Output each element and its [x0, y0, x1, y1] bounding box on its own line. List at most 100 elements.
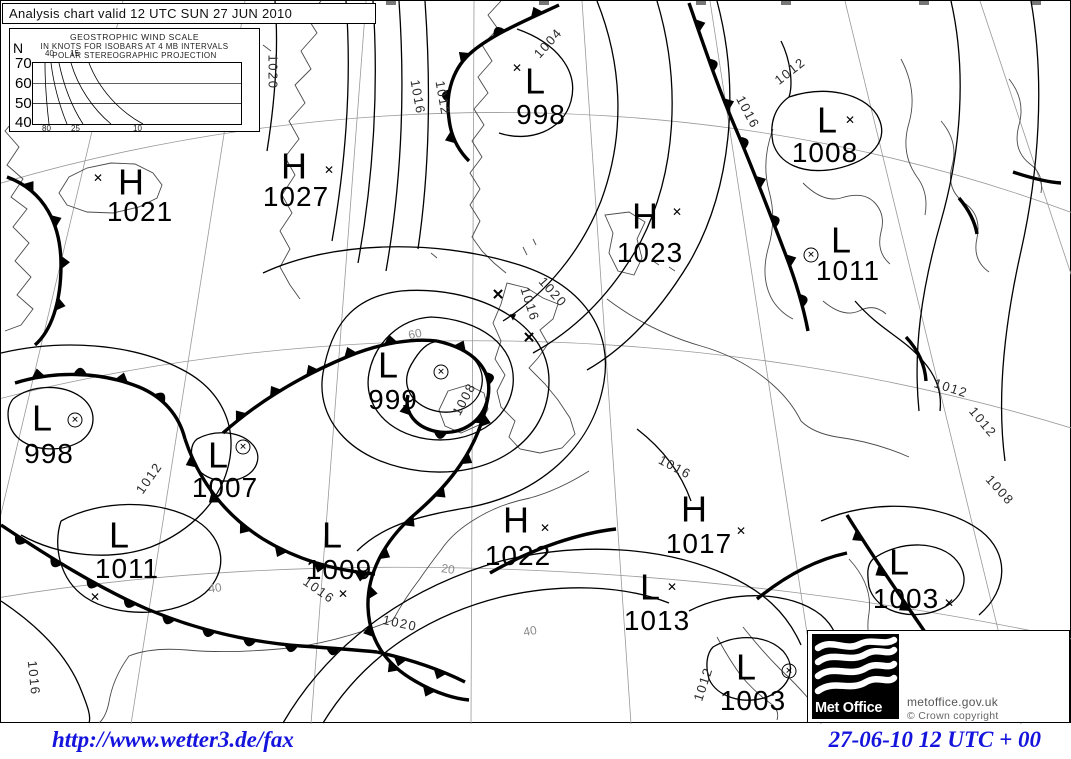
met-office-logo: Met Office — [812, 634, 899, 719]
front-occluded-right-sweep — [687, 2, 810, 332]
pressure-center-value-1011: 1011 — [815, 255, 881, 286]
latitude-tick-70: 70 — [15, 55, 32, 72]
pressure-center-letter-h1023: H — [632, 195, 658, 237]
coast-east-greenland — [279, 1, 322, 300]
pressure-center-letter-l1008: L — [816, 99, 838, 141]
chart-area: Analysis chart valid 12 UTC SUN 27 JUN 2… — [0, 0, 1071, 724]
pressure-center-letter-l1003: L — [888, 541, 910, 583]
hemisphere-label: N — [13, 40, 24, 56]
front-symbols — [441, 6, 544, 144]
front-symbols — [235, 334, 398, 423]
coast-iceland — [58, 162, 163, 214]
pressure-center-value-1017: 1017 — [665, 528, 733, 559]
pressure-center-mark: ✕ — [433, 364, 449, 380]
wind-scale-subtitle2: POLAR STEREOGRAPHIC PROJECTION — [52, 51, 217, 60]
coast-greenland — [4, 116, 34, 332]
met-office-panel: Met Office metoffice.gov.uk © Crown copy… — [807, 630, 1070, 723]
pressure-center-letter-h1017: H — [681, 488, 707, 530]
pressure-center-value-1022: 1022 — [484, 540, 552, 571]
met-office-waves-icon — [814, 636, 898, 695]
front-cold-ne-arm — [221, 338, 438, 435]
pressure-center-value-1023: 1023 — [616, 237, 684, 268]
source-url-link[interactable]: http://www.wetter3.de/fax — [52, 727, 294, 752]
front-symbols — [22, 181, 70, 311]
graticule-label-20: 20 — [440, 561, 456, 577]
front-symbols — [368, 413, 491, 600]
pressure-center-mark: ✕ — [323, 163, 335, 177]
front-symbols — [31, 367, 166, 404]
front-symbols — [694, 19, 808, 308]
met-office-logo-label: Met Office — [815, 700, 883, 716]
wind-scale-box: GEOSTROPHIC WIND SCALE IN KNOTS FOR ISOB… — [9, 28, 260, 133]
pressure-center-value-1003: 1003 — [719, 685, 787, 716]
pressure-center-letter-h1021: H — [118, 161, 144, 203]
coast-france-iberia — [98, 470, 590, 724]
front-occluded-west-low — [14, 372, 187, 440]
isobar-label-1020: 1020 — [265, 54, 281, 90]
coast-north-sea — [606, 298, 910, 458]
pressure-center-letter-l998: L — [524, 60, 546, 102]
wind-scale-subtitle1: IN KNOTS FOR ISOBARS AT 4 MB INTERVALS — [40, 42, 229, 51]
pressure-center-letter-l1013: L — [639, 566, 661, 608]
pressure-center-value-1027: 1027 — [262, 181, 330, 212]
latitude-tick-50: 50 — [15, 95, 32, 112]
pressure-center-letter-h1027: H — [281, 145, 307, 187]
latitude-tick-60: 60 — [15, 75, 32, 92]
pressure-center-value-998: 998 — [516, 99, 566, 130]
coast-italy — [716, 626, 809, 721]
met-office-url: metoffice.gov.uk — [907, 695, 999, 709]
pressure-center-mark: ✕ — [735, 524, 747, 538]
trough-line-east2 — [957, 196, 979, 235]
wind-scale-title: GEOSTROPHIC WIND SCALE — [69, 32, 200, 42]
pressure-center-mark: ✕ — [337, 587, 349, 601]
front-symbols — [393, 655, 447, 680]
trough-line-northeast — [1012, 170, 1062, 185]
pressure-center-value-1011: 1011 — [94, 553, 160, 584]
front-cold-biscay — [376, 650, 466, 684]
pressure-center-mark: ✕ — [803, 247, 819, 263]
front-layer — [1, 2, 1062, 702]
curve-label-10: 10 — [133, 124, 142, 133]
front-symbols — [185, 454, 369, 582]
wind-scale-diagram — [32, 62, 242, 125]
pressure-center-value-998: 998 — [24, 438, 74, 469]
pressure-center-letter-l998: L — [31, 397, 53, 439]
pressure-center-value-1003: 1003 — [872, 583, 940, 614]
pressure-center-letter-l1011: L — [830, 219, 852, 261]
pressure-center-letter-l1007: L — [207, 434, 229, 476]
front-warm-biscay — [1, 523, 378, 654]
frontolysis-triangle-icon: ▼ — [507, 311, 519, 324]
graticule-label-40: 40 — [522, 622, 538, 640]
pressure-center-letter-l1009: L — [321, 514, 343, 556]
pressure-center-value-1021: 1021 — [106, 196, 174, 227]
crown-copyright: © Crown copyright — [907, 710, 999, 722]
latitude-tick-40: 40 — [15, 114, 32, 131]
front-symbols — [14, 534, 341, 656]
pressure-center-value-1013: 1013 — [623, 605, 691, 636]
curve-label-25: 25 — [71, 124, 80, 133]
curve-label-40: 40 — [45, 49, 54, 58]
chart-datetime-label: 27-06-10 12 UTC + 00 — [828, 727, 1041, 752]
pressure-center-letter-l1003: L — [735, 646, 757, 688]
pressure-center-mark: ✕ — [671, 205, 683, 219]
pressure-center-mark: ✕ — [235, 439, 251, 455]
pressure-center-mark: ✕ — [511, 61, 523, 75]
pressure-center-value-1008: 1008 — [791, 137, 859, 168]
pressure-center-mark: ✕ — [666, 580, 678, 594]
pressure-center-mark: ✕ — [781, 663, 797, 679]
coast-britain — [492, 282, 576, 454]
frontolysis-cross-icon: ✕ — [491, 286, 505, 304]
frontolysis-cross-icon: ✕ — [522, 329, 536, 347]
pressure-center-mark: ✕ — [943, 596, 955, 610]
pressure-center-letter-l1011: L — [108, 514, 130, 556]
coast-baltic — [764, 58, 1042, 320]
pressure-center-letter-h1022: H — [503, 499, 529, 541]
pressure-center-value-999: 999 — [368, 384, 418, 415]
graticule-label-40: 40 — [207, 580, 223, 596]
chart-title: Analysis chart valid 12 UTC SUN 27 JUN 2… — [2, 3, 376, 24]
front-cold-west-trailing — [183, 438, 376, 576]
pressure-center-mark: ✕ — [89, 590, 101, 604]
pressure-center-mark: ✕ — [539, 521, 551, 535]
wind-scale-curves — [33, 62, 241, 125]
pressure-center-value-1009: 1009 — [305, 554, 373, 585]
